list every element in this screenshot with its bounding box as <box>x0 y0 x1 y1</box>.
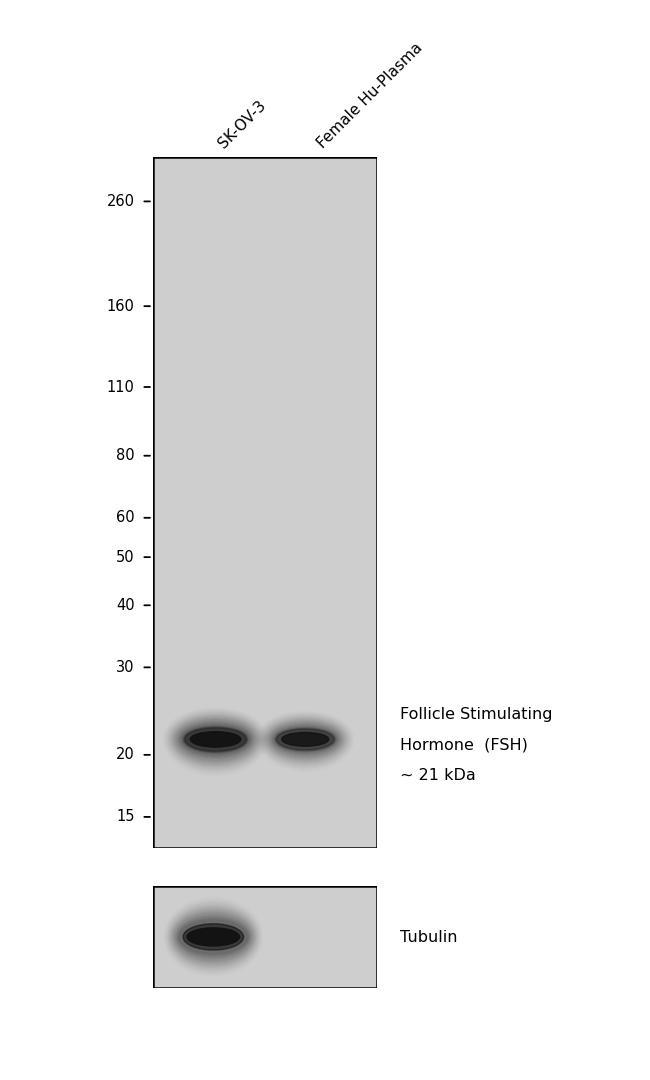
Ellipse shape <box>276 729 335 751</box>
Text: 20: 20 <box>116 747 135 762</box>
Ellipse shape <box>183 923 244 950</box>
Ellipse shape <box>177 917 250 957</box>
Text: 80: 80 <box>116 448 135 463</box>
Ellipse shape <box>184 728 247 752</box>
Text: Female Hu-Plasma: Female Hu-Plasma <box>314 40 425 151</box>
Text: 50: 50 <box>116 550 135 565</box>
Ellipse shape <box>184 727 247 752</box>
Text: 40: 40 <box>116 598 135 612</box>
Text: 110: 110 <box>107 379 135 394</box>
Text: 30: 30 <box>116 660 135 675</box>
Ellipse shape <box>183 923 244 950</box>
Ellipse shape <box>185 728 246 751</box>
Ellipse shape <box>185 728 246 752</box>
Ellipse shape <box>190 731 240 747</box>
Ellipse shape <box>274 727 337 752</box>
Text: 160: 160 <box>107 299 135 313</box>
Text: 60: 60 <box>116 510 135 525</box>
Ellipse shape <box>183 923 244 950</box>
Ellipse shape <box>179 919 248 955</box>
Ellipse shape <box>183 923 244 950</box>
Ellipse shape <box>179 920 247 954</box>
Text: 260: 260 <box>107 194 135 208</box>
Text: Follicle Stimulating: Follicle Stimulating <box>400 707 552 723</box>
Text: Tubulin: Tubulin <box>400 930 457 945</box>
Ellipse shape <box>276 729 335 751</box>
Text: Hormone  (FSH): Hormone (FSH) <box>400 738 528 753</box>
Ellipse shape <box>277 729 333 750</box>
Ellipse shape <box>183 923 244 950</box>
Ellipse shape <box>179 723 252 757</box>
Text: ~ 21 kDa: ~ 21 kDa <box>400 768 476 783</box>
Ellipse shape <box>183 923 244 950</box>
Ellipse shape <box>273 726 337 753</box>
Ellipse shape <box>187 928 240 946</box>
Ellipse shape <box>185 728 246 751</box>
Ellipse shape <box>276 728 335 751</box>
Text: 15: 15 <box>116 809 135 824</box>
Text: SK-OV-3: SK-OV-3 <box>216 98 269 151</box>
Ellipse shape <box>178 918 248 956</box>
Ellipse shape <box>180 724 251 756</box>
Ellipse shape <box>281 732 329 746</box>
Ellipse shape <box>276 729 334 750</box>
Ellipse shape <box>277 729 334 750</box>
Ellipse shape <box>182 726 249 754</box>
Ellipse shape <box>183 727 248 753</box>
Ellipse shape <box>181 725 250 755</box>
